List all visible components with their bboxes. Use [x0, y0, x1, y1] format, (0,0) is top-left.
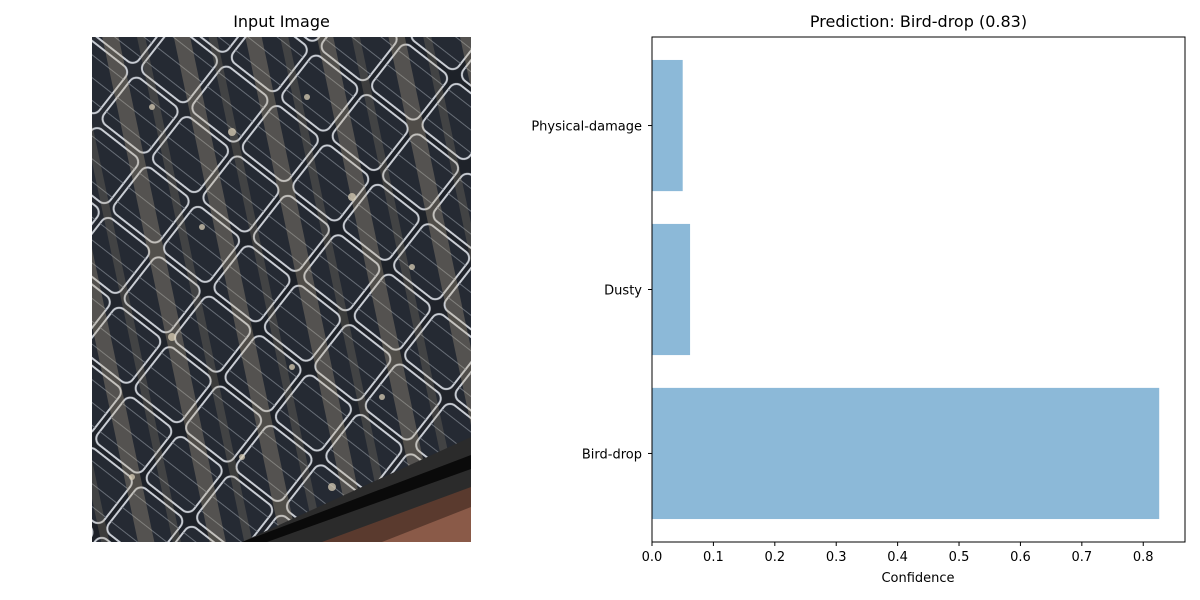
x-tick-label-3: 0.3 [826, 550, 847, 565]
chart-title: Prediction: Bird-drop (0.83) [809, 12, 1028, 31]
y-tick-label-dusty: Dusty [604, 284, 642, 299]
plot-frame [651, 36, 1186, 543]
x-tick-label-0: 0.0 [642, 550, 663, 565]
x-tick-label-4: 0.4 [887, 550, 908, 565]
solar-panel-photo [92, 37, 471, 542]
x-tick-label-5: 0.5 [949, 550, 970, 565]
x-tick-label-1: 0.1 [703, 550, 724, 565]
image-title: Input Image [233, 12, 330, 31]
bar-dusty [652, 223, 691, 356]
x-tick-label-7: 0.7 [1071, 550, 1092, 565]
y-tick-label-bird-drop: Bird-drop [582, 447, 642, 462]
y-tick-label-physical-damage: Physical-damage [531, 120, 642, 135]
bar-physical-damage [652, 59, 683, 192]
x-axis-label: Confidence [881, 571, 954, 586]
bar-bird-drop [652, 387, 1160, 520]
x-tick-label-6: 0.6 [1010, 550, 1031, 565]
x-tick-label-2: 0.2 [764, 550, 785, 565]
x-tick-label-8: 0.8 [1133, 550, 1154, 565]
